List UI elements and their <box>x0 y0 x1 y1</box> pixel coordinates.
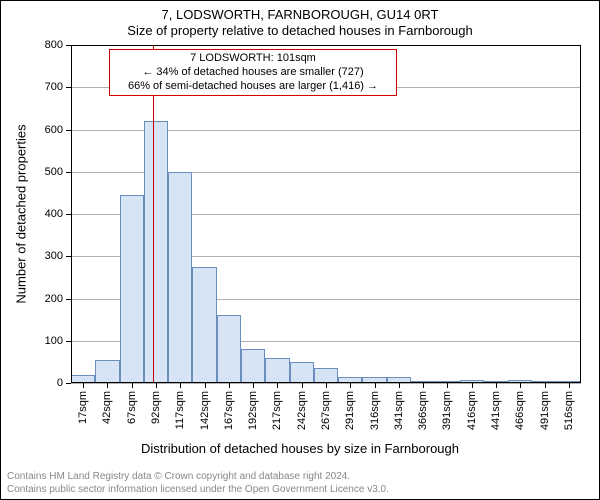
x-tick-mark <box>447 383 448 388</box>
x-tick-mark <box>205 383 206 388</box>
histogram-bar <box>120 195 144 383</box>
y-tick-label: 0 <box>33 377 63 389</box>
chart-title: 7, LODSWORTH, FARNBOROUGH, GU14 0RT Size… <box>1 7 599 40</box>
y-tick-label: 100 <box>33 335 63 347</box>
y-tick-mark <box>66 341 71 342</box>
x-tick-mark <box>253 383 254 388</box>
y-axis-label: Number of detached properties <box>14 124 29 303</box>
x-tick-label: 466sqm <box>514 391 526 430</box>
x-tick-mark <box>180 383 181 388</box>
y-tick-mark <box>66 256 71 257</box>
y-tick-label: 700 <box>33 81 63 93</box>
x-tick-mark <box>107 383 108 388</box>
histogram-bar <box>192 267 216 383</box>
x-tick-label: 192sqm <box>247 391 259 430</box>
grid-line <box>71 45 581 46</box>
annotation-box: 7 LODSWORTH: 101sqm ← 34% of detached ho… <box>109 49 397 96</box>
y-tick-mark <box>66 172 71 173</box>
x-tick-label: 142sqm <box>199 391 211 430</box>
histogram-bar <box>241 349 265 383</box>
x-tick-mark <box>520 383 521 388</box>
x-tick-label: 117sqm <box>174 391 186 429</box>
annotation-line-1: 7 LODSWORTH: 101sqm <box>116 52 390 66</box>
title-line-2: Size of property relative to detached ho… <box>1 23 599 39</box>
histogram-bar <box>265 358 289 383</box>
x-tick-label: 92sqm <box>150 391 162 424</box>
x-tick-label: 291sqm <box>344 391 356 430</box>
histogram-bar <box>95 360 119 383</box>
x-tick-mark <box>83 383 84 388</box>
x-tick-mark <box>472 383 473 388</box>
x-tick-mark <box>277 383 278 388</box>
footer-line-1: Contains HM Land Registry data © Crown c… <box>7 471 593 484</box>
x-tick-label: 242sqm <box>296 391 308 430</box>
y-tick-mark <box>66 87 71 88</box>
x-tick-label: 316sqm <box>369 391 381 430</box>
x-tick-mark <box>326 383 327 388</box>
x-tick-label: 516sqm <box>563 391 575 430</box>
x-tick-label: 17sqm <box>77 391 89 424</box>
histogram-bar <box>217 315 241 383</box>
x-tick-mark <box>156 383 157 388</box>
histogram-bar <box>290 362 314 383</box>
x-tick-label: 67sqm <box>126 391 138 424</box>
annotation-line-2: ← 34% of detached houses are smaller (72… <box>116 66 390 80</box>
histogram-bar <box>144 121 168 383</box>
x-tick-mark <box>375 383 376 388</box>
x-tick-label: 366sqm <box>417 391 429 430</box>
x-tick-label: 217sqm <box>271 391 283 430</box>
x-tick-label: 441sqm <box>490 391 502 430</box>
y-tick-mark <box>66 130 71 131</box>
y-tick-label: 600 <box>33 124 63 136</box>
x-tick-label: 267sqm <box>320 391 332 430</box>
x-tick-label: 341sqm <box>393 391 405 430</box>
y-tick-label: 500 <box>33 166 63 178</box>
x-tick-label: 42sqm <box>101 391 113 424</box>
figure-container: 7, LODSWORTH, FARNBOROUGH, GU14 0RT Size… <box>0 0 600 500</box>
y-tick-mark <box>66 214 71 215</box>
x-tick-label: 391sqm <box>441 391 453 430</box>
x-tick-mark <box>423 383 424 388</box>
y-tick-label: 800 <box>33 39 63 51</box>
annotation-line-3: 66% of semi-detached houses are larger (… <box>116 80 390 94</box>
x-tick-mark <box>229 383 230 388</box>
x-tick-label: 416sqm <box>466 391 478 430</box>
histogram-bar <box>71 375 95 383</box>
x-tick-mark <box>399 383 400 388</box>
y-tick-label: 200 <box>33 293 63 305</box>
footer-attribution: Contains HM Land Registry data © Crown c… <box>7 471 593 496</box>
x-tick-mark <box>302 383 303 388</box>
x-axis-label: Distribution of detached houses by size … <box>1 441 599 456</box>
histogram-bar <box>314 368 338 383</box>
x-tick-mark <box>350 383 351 388</box>
x-tick-mark <box>569 383 570 388</box>
y-tick-mark <box>66 383 71 384</box>
y-tick-label: 300 <box>33 250 63 262</box>
x-tick-mark <box>496 383 497 388</box>
x-tick-mark <box>545 383 546 388</box>
x-tick-label: 167sqm <box>223 391 235 430</box>
footer-line-2: Contains public sector information licen… <box>7 484 593 497</box>
x-tick-label: 491sqm <box>539 391 551 430</box>
y-tick-mark <box>66 45 71 46</box>
histogram-bar <box>168 172 192 383</box>
y-tick-mark <box>66 299 71 300</box>
y-tick-label: 400 <box>33 208 63 220</box>
title-line-1: 7, LODSWORTH, FARNBOROUGH, GU14 0RT <box>1 7 599 23</box>
x-tick-mark <box>132 383 133 388</box>
